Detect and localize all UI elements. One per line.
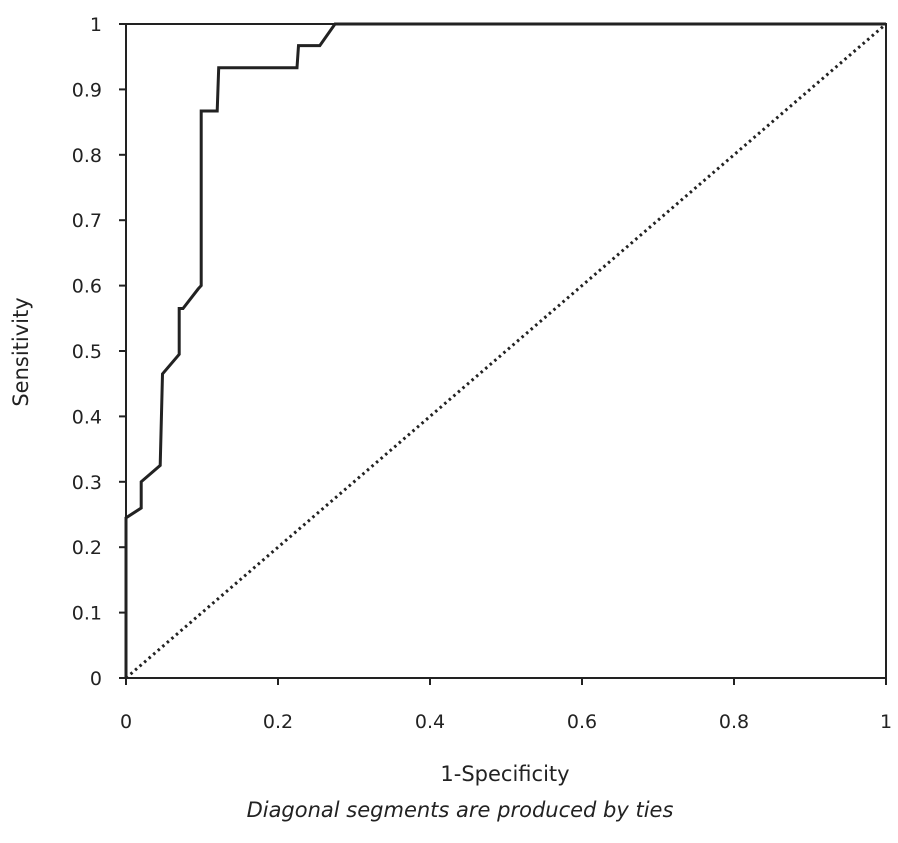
y-tick-label: 0.9 — [72, 79, 102, 101]
y-axis-title: Sensitivity — [9, 297, 33, 406]
x-tick-label: 0.8 — [719, 711, 749, 733]
y-tick-label: 0.6 — [72, 276, 102, 298]
y-tick-label: 0.3 — [72, 472, 102, 494]
roc-curve — [124, 22, 886, 678]
y-tick-label: 0.2 — [72, 537, 102, 559]
reference-line — [125, 22, 887, 680]
y-tick-label: 0.1 — [72, 603, 102, 625]
x-axis-ticks: 0 0.2 0.4 0.6 0.8 1 — [120, 678, 892, 733]
x-tick-label: 0 — [120, 711, 132, 733]
series-group — [124, 22, 887, 680]
y-tick-label: 0.5 — [72, 341, 102, 363]
y-tick-label: 0.8 — [72, 145, 102, 167]
y-tick-label: 0.7 — [72, 210, 102, 232]
x-axis-title: 1-Specificity — [440, 762, 569, 786]
x-tick-label: 0.4 — [415, 711, 445, 733]
y-tick-label: 0.4 — [72, 406, 102, 428]
y-axis-ticks: 0 0.1 0.2 0.3 0.4 0.5 0.6 0.7 0.8 0.9 1 — [72, 14, 126, 690]
y-tick-label: 0 — [90, 668, 102, 690]
chart-note: Diagonal segments are produced by ties — [247, 798, 674, 822]
x-tick-label: 1 — [880, 711, 892, 733]
x-tick-label: 0.2 — [263, 711, 293, 733]
x-tick-label: 0.6 — [567, 711, 597, 733]
y-tick-label: 1 — [90, 14, 102, 36]
